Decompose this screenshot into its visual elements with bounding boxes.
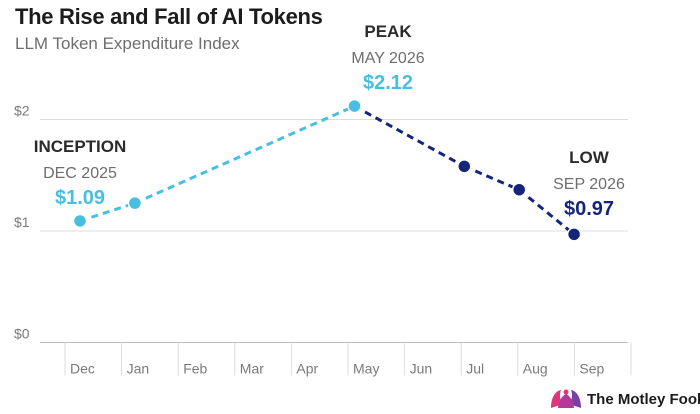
x-tick-label: Jul [466,361,484,377]
annotation-date: SEP 2026 [553,176,625,193]
y-tick-label: $2 [14,103,30,119]
chart-title: The Rise and Fall of AI Tokens [15,4,323,29]
annotation-date: DEC 2025 [43,165,117,182]
data-point [511,182,527,197]
x-tick-label: Jan [127,361,150,377]
x-tick-label: Apr [296,361,318,377]
brand-logo: The Motley Fool [549,386,700,412]
annotation-label: LOW [569,148,610,167]
y-tick-label: $0 [14,326,30,342]
annotation-label: INCEPTION [34,137,127,156]
series-segment [463,164,520,192]
x-tick-label: Sep [579,361,604,377]
jester-cap-icon [551,389,581,408]
series-segment [79,201,136,223]
x-tick-label: Aug [523,361,548,377]
annotation-value: $1.09 [55,187,105,209]
y-tick-label: $1 [14,214,30,230]
data-point [566,227,582,242]
annotation-value: $2.12 [363,72,413,94]
x-tick-label: Dec [70,361,95,377]
brand-name: The Motley Fool [587,390,700,408]
annotation-value: $0.97 [564,198,614,220]
series-segment [353,104,466,168]
data-point [127,195,143,211]
x-tick-label: May [353,361,379,377]
annotation-label: PEAK [364,22,412,41]
x-tick-label: Jun [410,361,433,377]
chart-subtitle: LLM Token Expenditure Index [15,34,240,53]
series-segment [134,104,356,205]
data-point [347,98,362,114]
annotation-date: MAY 2026 [351,50,424,67]
data-point [72,213,88,229]
x-tick-label: Mar [240,361,264,377]
x-tick-label: Feb [183,361,207,377]
data-point [457,159,472,174]
